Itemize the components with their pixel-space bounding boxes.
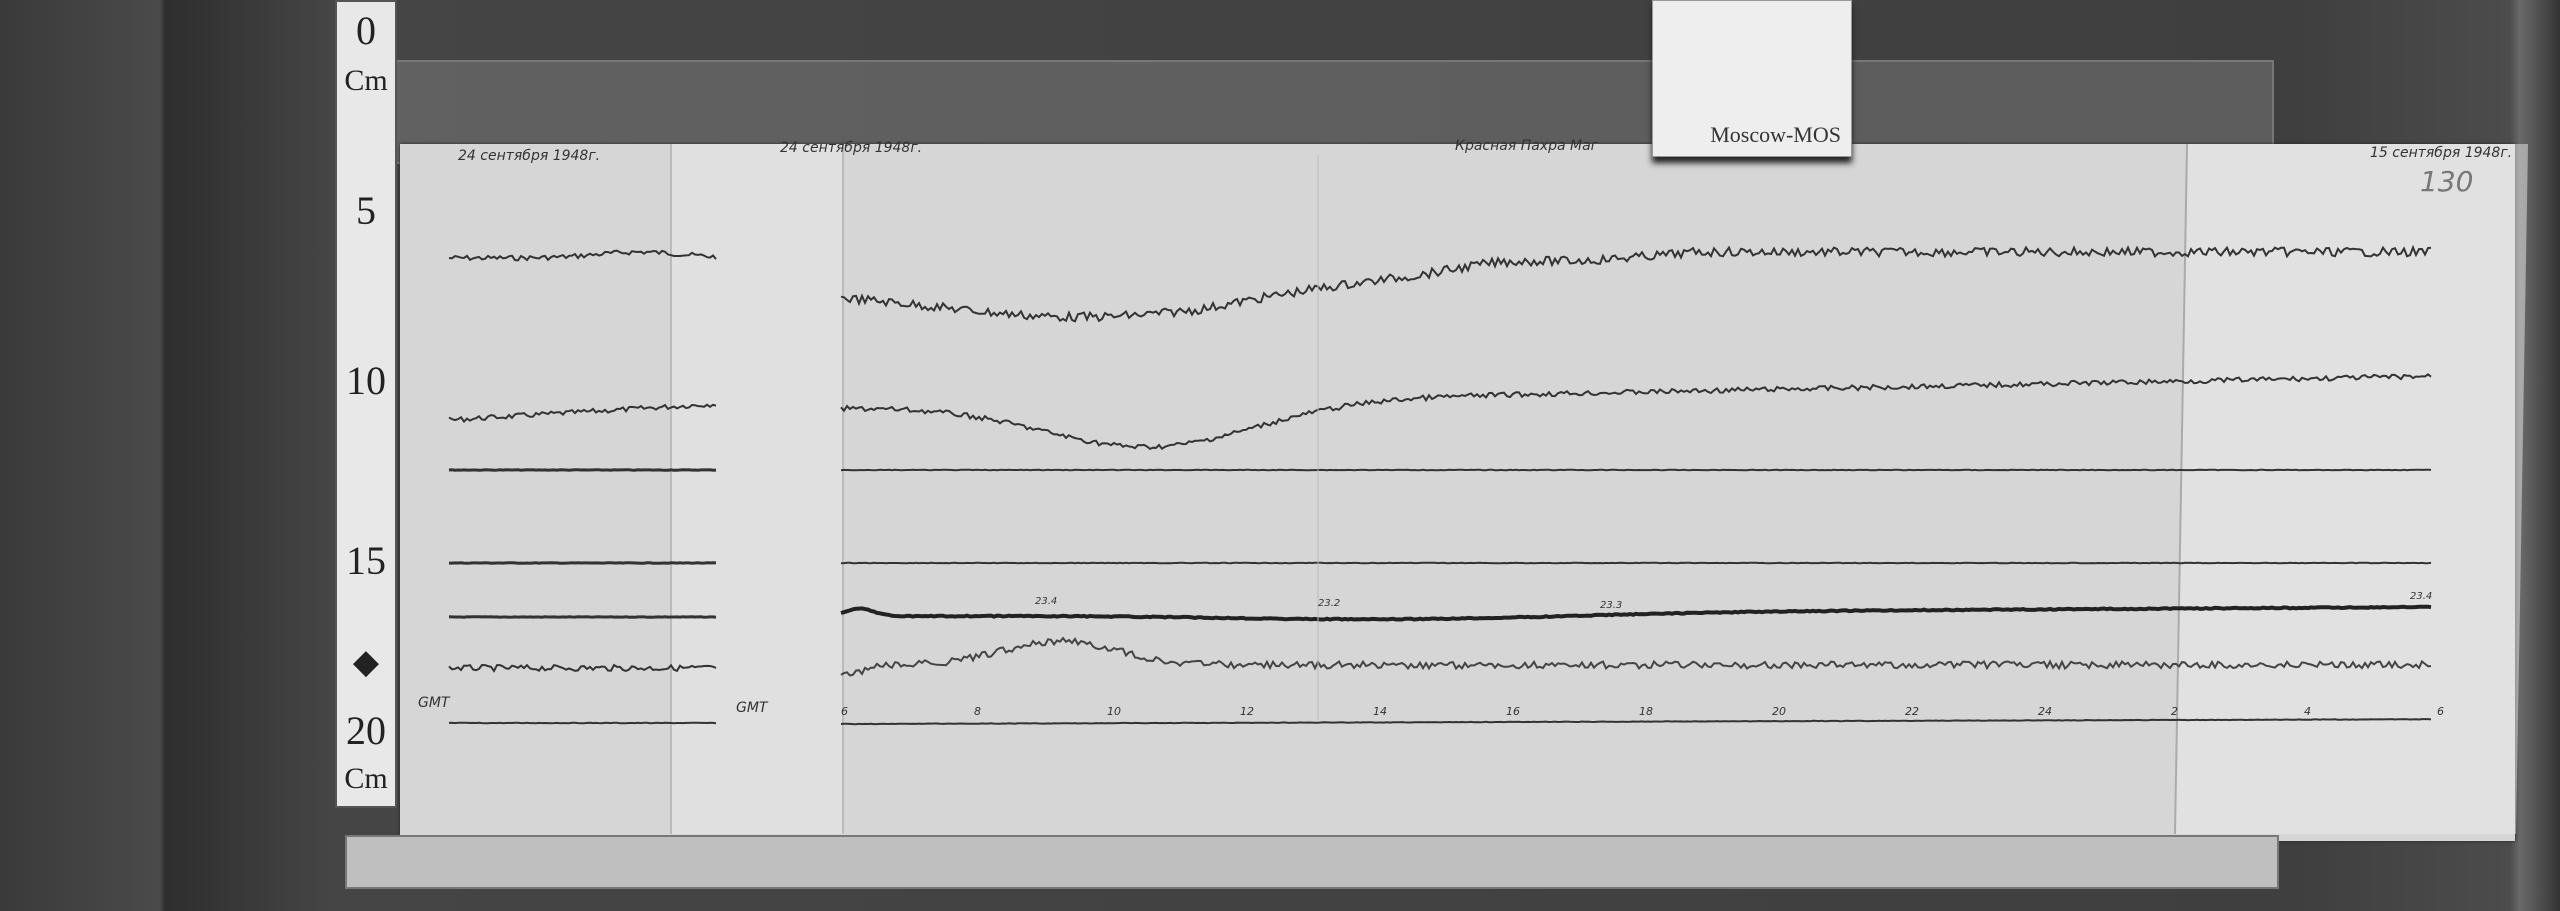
hour-label: 6	[841, 705, 848, 718]
ruler-label: Cm	[344, 64, 388, 97]
hour-label: 10	[1107, 705, 1121, 718]
station-card-label: Moscow-MOS	[1710, 122, 1841, 147]
ruler-label: 0	[356, 8, 376, 53]
trace-gmt	[840, 718, 2432, 726]
date-left: 24 сентября 1948г.	[458, 148, 601, 164]
gmt-label-strip: GMT	[736, 700, 768, 716]
trace-d	[840, 373, 2432, 451]
trace-z	[840, 636, 2432, 677]
gmt-label-left: GMT	[418, 695, 450, 711]
hour-label: 22	[1905, 705, 1919, 718]
hour-label: 12	[1240, 705, 1254, 718]
hour-label: 20	[1772, 705, 1786, 718]
trace-h-left	[448, 249, 717, 262]
station-name: Красная Пахра Маг	[1455, 138, 1599, 154]
hour-label: 8	[974, 705, 981, 718]
ruler-label: 5	[356, 188, 376, 233]
ruler-label: 15	[346, 538, 386, 583]
sheet-number: 130	[2420, 165, 2474, 198]
centimeter-ruler: 0 Cm 5 10 15 20 Cm ◆	[335, 0, 397, 808]
temperature-label: 23.2	[1318, 598, 1341, 609]
ruler-label: 20	[346, 708, 386, 753]
hour-label: 18	[1639, 705, 1653, 718]
hour-label: 24	[2038, 705, 2052, 718]
temperature-label: 23.4	[2410, 591, 2433, 602]
bottom-clamp	[345, 835, 2279, 889]
ruler-label: 10	[346, 358, 386, 403]
diamond-marker-icon: ◆	[352, 644, 380, 681]
hour-label: 16	[1506, 705, 1520, 718]
trace-z-left	[448, 663, 717, 673]
transparent-strip	[670, 144, 844, 834]
trace-d-left	[448, 403, 717, 424]
ruler-label: Cm	[344, 762, 388, 795]
hour-label: 4	[2304, 705, 2311, 718]
magnetogram-sheet	[400, 144, 2515, 841]
date-right: 15 сентября 1948г.	[2370, 145, 2513, 161]
trace-h	[840, 244, 2432, 323]
hour-label: 6	[2437, 705, 2444, 718]
temperature-label: 23.3	[1600, 600, 1623, 611]
hour-label: 2	[2171, 705, 2178, 718]
date-strip: 24 сентября 1948г.	[780, 140, 923, 156]
trace-temperature	[840, 604, 2432, 622]
station-card: Moscow-MOS	[1652, 0, 1852, 157]
hour-label: 14	[1373, 705, 1387, 718]
temperature-label: 23.4	[1035, 596, 1058, 607]
